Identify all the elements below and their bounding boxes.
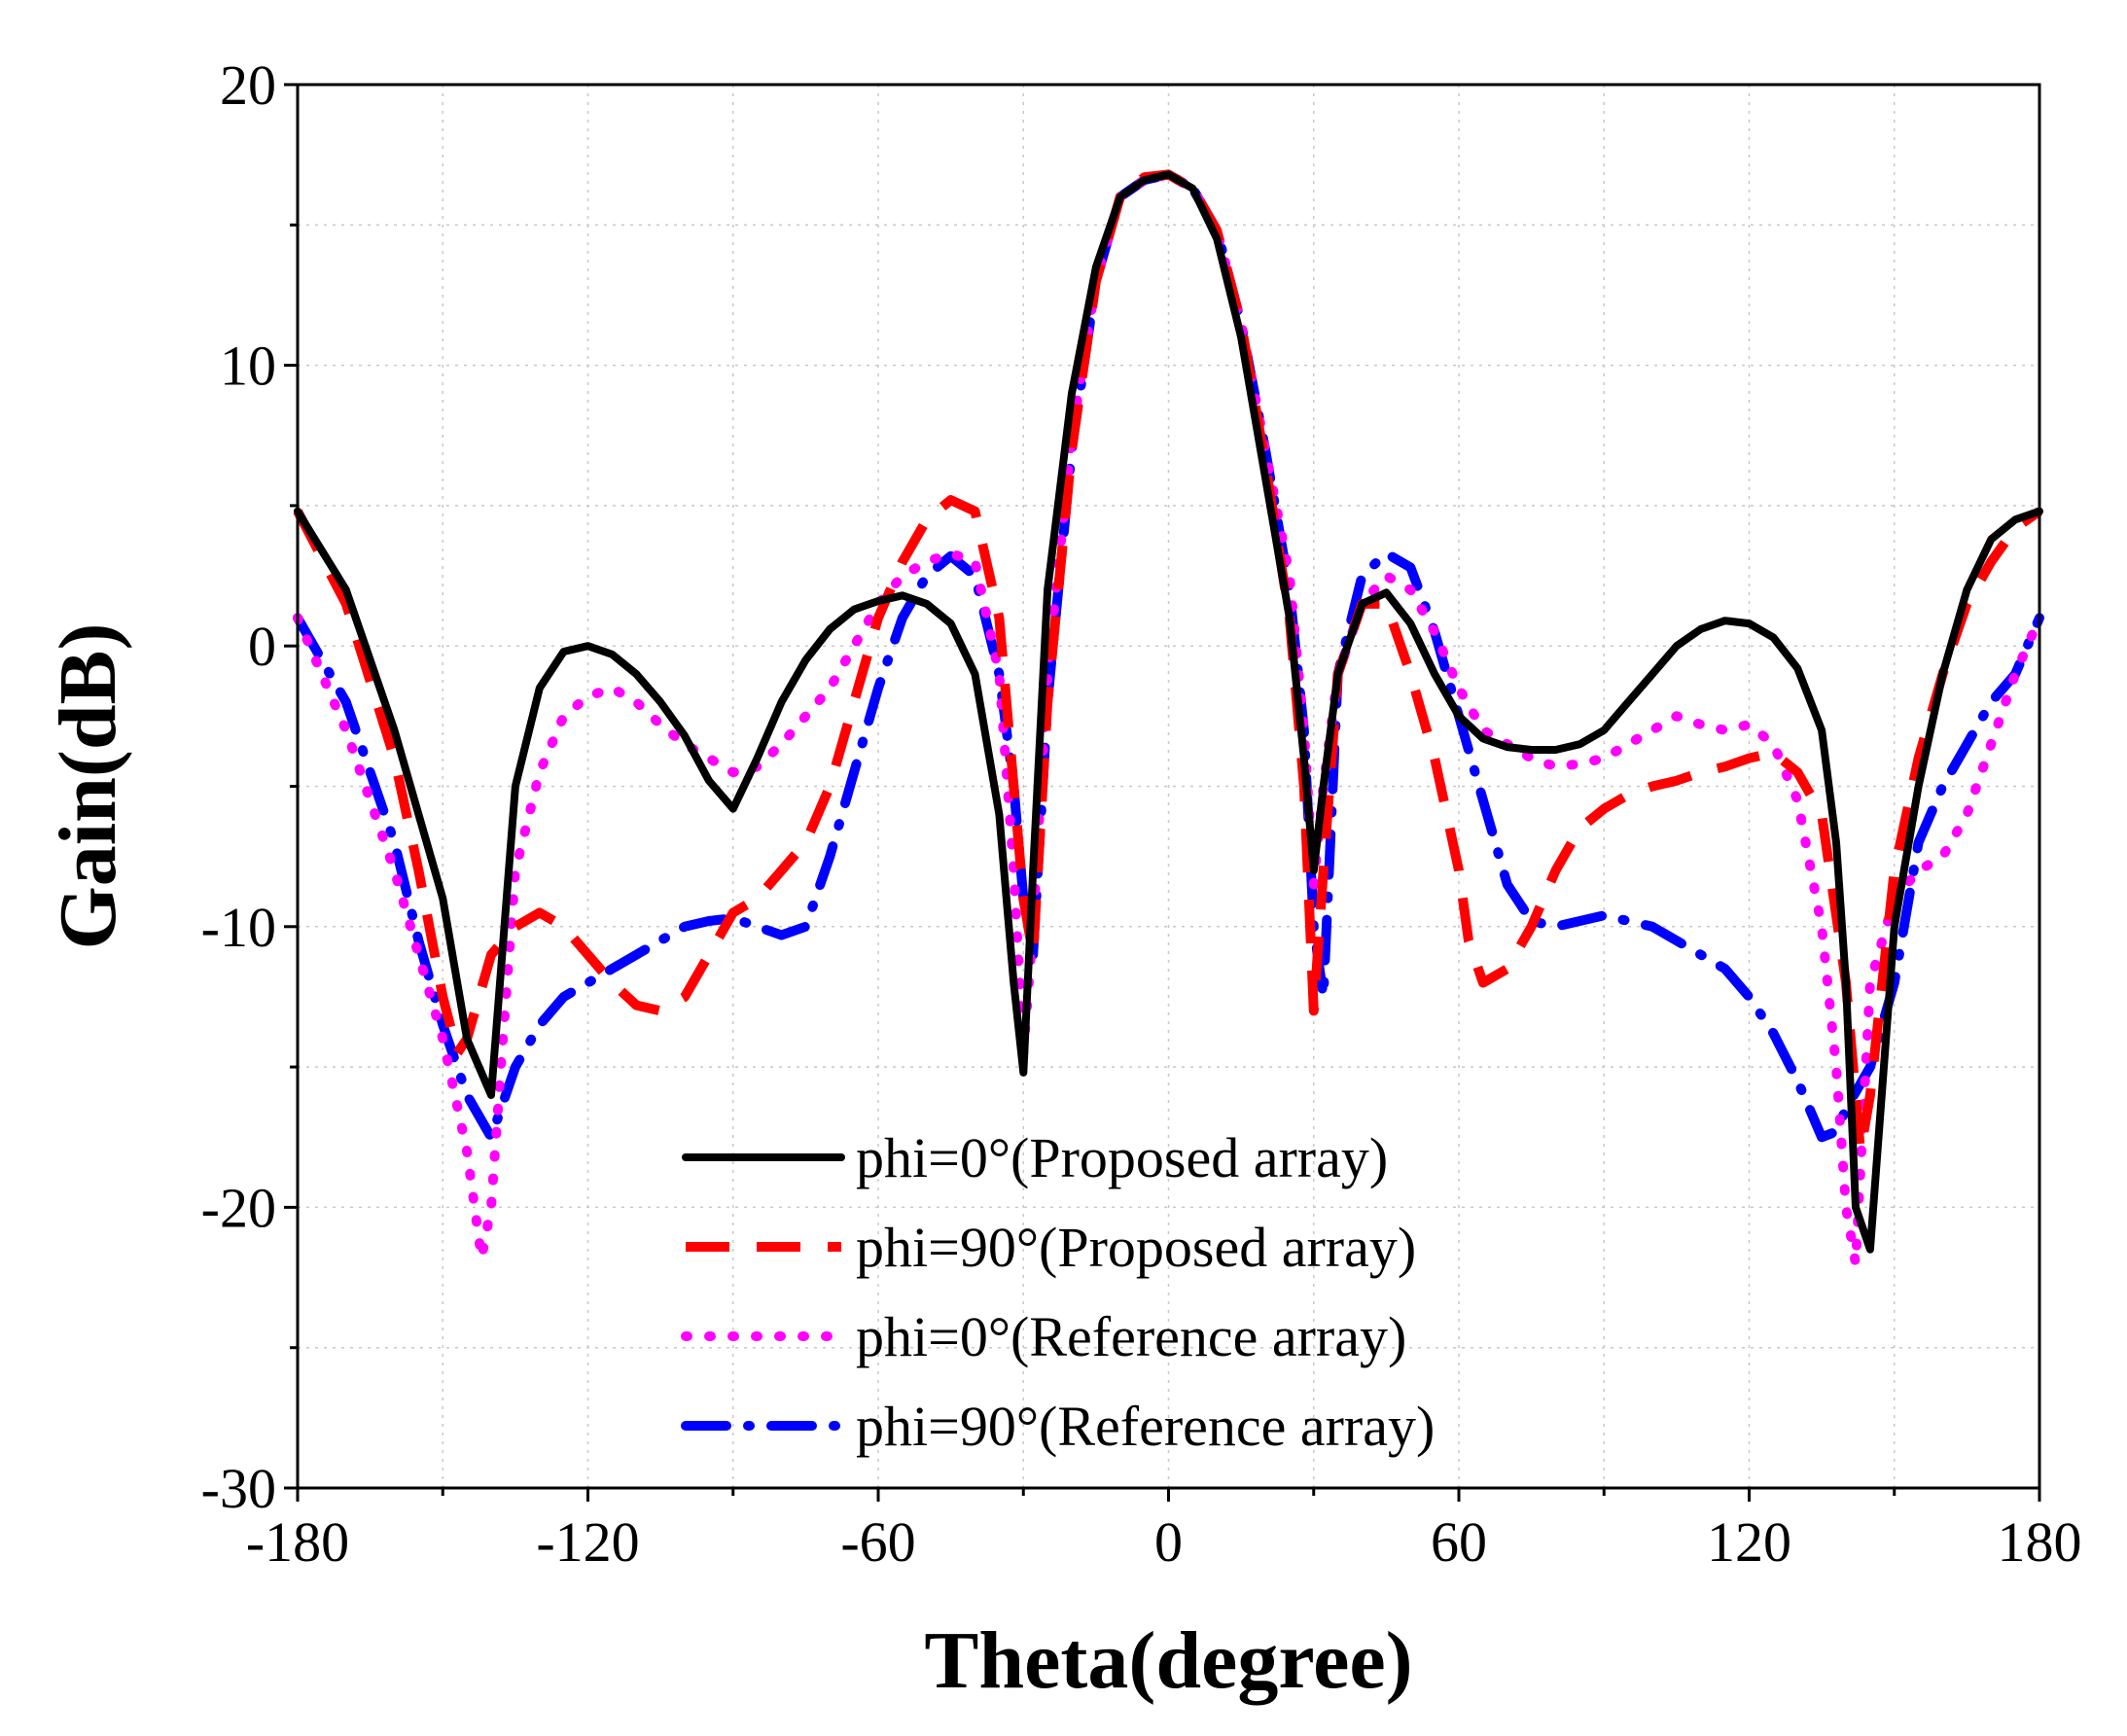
legend-label-2: phi=0°(Reference array) <box>856 1305 1406 1368</box>
x-tick-label: 0 <box>1154 1510 1183 1574</box>
axis-tick-labels: -180 -120 -60 0 60 120 180 -30 -20 -10 0 10 20 <box>201 53 2082 1574</box>
series-line-0 <box>294 170 2043 1254</box>
y-tick-label: 0 <box>248 615 276 678</box>
y-tick-label: -30 <box>201 1457 276 1520</box>
legend: phi=0°(Proposed array) phi=90°(Proposed a… <box>681 1126 1435 1458</box>
series-line-2 <box>293 169 2044 1269</box>
y-tick-label: 10 <box>220 335 276 398</box>
legend-label-3: phi=90°(Reference array) <box>856 1395 1435 1458</box>
x-tick-label: -120 <box>536 1510 639 1574</box>
y-tick-label: 20 <box>220 53 276 117</box>
legend-label-0: phi=0°(Proposed array) <box>856 1126 1388 1189</box>
y-tick-label: -10 <box>201 896 276 959</box>
y-tick-label: -20 <box>201 1176 276 1239</box>
series-layer <box>293 169 2044 1269</box>
x-tick-label: 180 <box>1998 1510 2082 1574</box>
x-axis-title: Theta(degree) <box>924 1615 1412 1706</box>
x-tick-label: -60 <box>840 1510 915 1574</box>
legend-label-1: phi=90°(Proposed array) <box>856 1216 1416 1279</box>
x-tick-label: -180 <box>246 1510 349 1574</box>
x-tick-label: 120 <box>1707 1510 1791 1574</box>
axis-ticks <box>284 83 2041 1502</box>
x-tick-label: 60 <box>1431 1510 1487 1574</box>
y-axis-title: Gain(dB) <box>43 622 133 949</box>
